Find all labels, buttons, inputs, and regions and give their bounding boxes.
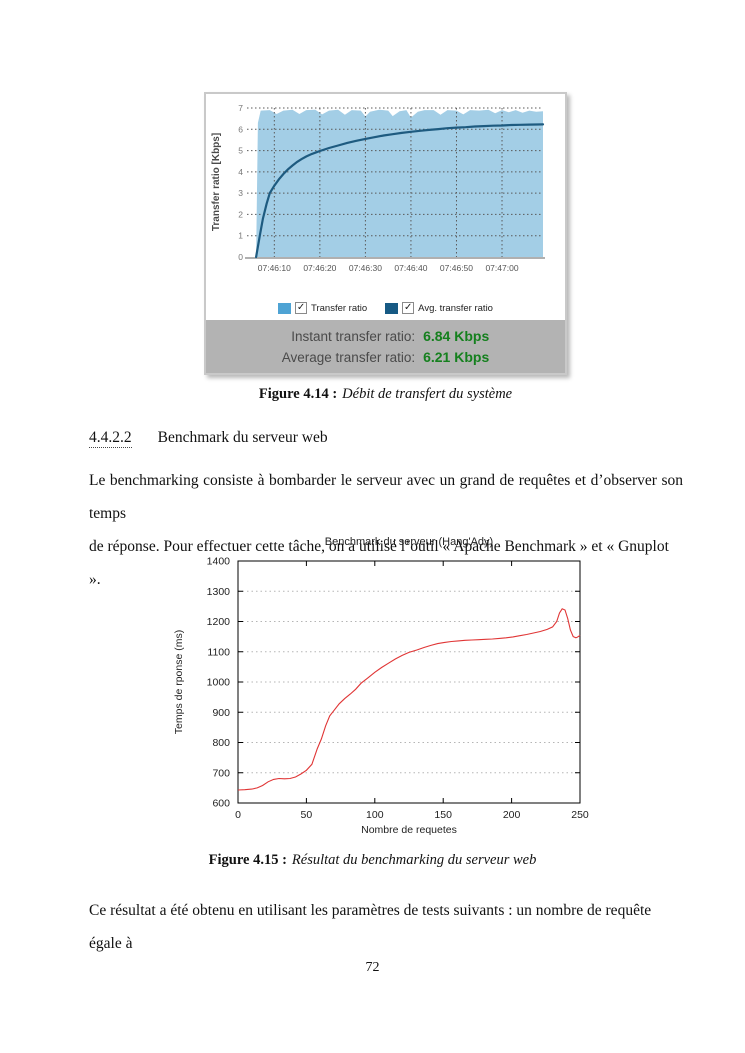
transfer-ratio-panel: 0 1 2 3 4 5 6 7 07:46:10 07:46:20 07:46:30 07:46:40… bbox=[204, 92, 567, 375]
svg-text:07:47:00: 07:47:00 bbox=[485, 263, 518, 273]
svg-text:Nombre de requetes: Nombre de requetes bbox=[361, 824, 457, 836]
svg-text:1400: 1400 bbox=[207, 556, 231, 568]
paragraph-benchmarking: Le benchmarking consiste à bombarder le … bbox=[89, 464, 683, 596]
transfer-readout-footer: Instant transfer ratio: 6.84 Kbps Averag… bbox=[206, 320, 565, 373]
svg-text:1: 1 bbox=[238, 231, 243, 241]
paragraph-line: Ce résultat a été obtenu en utilisant le… bbox=[89, 902, 652, 952]
svg-text:800: 800 bbox=[212, 737, 230, 749]
section-title: Benchmark du serveur web bbox=[157, 429, 328, 446]
average-transfer-label: Average transfer ratio: bbox=[281, 349, 416, 365]
paragraph-line: de réponse. Pour effectuer cette tâche, … bbox=[89, 538, 669, 588]
svg-text:Transfer ratio [Kbps]: Transfer ratio [Kbps] bbox=[211, 133, 222, 231]
svg-text:1100: 1100 bbox=[207, 646, 230, 658]
transfer-ratio-chart: 0 1 2 3 4 5 6 7 07:46:10 07:46:20 07:46:30 07:46:40… bbox=[211, 103, 545, 273]
svg-text:07:46:50: 07:46:50 bbox=[440, 263, 473, 273]
benchmark-gnuplot-chart: 600 700 800 900 1000 1100 1200 1300 1400 0 50 100 15… bbox=[173, 536, 589, 836]
svg-text:07:46:30: 07:46:30 bbox=[349, 263, 382, 273]
svg-text:700: 700 bbox=[212, 767, 230, 779]
svg-text:07:46:40: 07:46:40 bbox=[394, 263, 427, 273]
page-number: 72 bbox=[365, 960, 380, 975]
figure-415-text: Résultat du benchmarking du serveur web bbox=[291, 852, 537, 868]
instant-transfer-value: 6.84 Kbps bbox=[423, 327, 490, 344]
svg-text:1000: 1000 bbox=[207, 677, 231, 689]
svg-text:3: 3 bbox=[238, 188, 243, 198]
section-heading: 4.4.2.2 Benchmark du serveur web bbox=[89, 429, 328, 448]
avg-transfer-ratio-swatch bbox=[385, 302, 399, 314]
svg-text:2: 2 bbox=[238, 209, 243, 219]
figure-415-caption: Figure 4.15 : Résultat du benchmarking du… bbox=[0, 852, 745, 869]
svg-text:5: 5 bbox=[238, 146, 243, 156]
figure-414-text: Débit de transfert du système bbox=[342, 386, 513, 402]
average-transfer-value: 6.21 Kbps bbox=[423, 348, 490, 365]
legend-item-transfer-ratio: ✓ Transfer ratio bbox=[278, 302, 367, 314]
svg-text:900: 900 bbox=[212, 707, 230, 719]
svg-text:1200: 1200 bbox=[207, 616, 231, 628]
paragraph-result: Ce résultat a été obtenu en utilisant le… bbox=[89, 894, 683, 960]
svg-text:07:46:10: 07:46:10 bbox=[258, 263, 291, 273]
svg-text:200: 200 bbox=[503, 809, 521, 821]
svg-text:7: 7 bbox=[238, 103, 243, 113]
legend-item-avg-transfer-ratio: ✓ Avg. transfer ratio bbox=[385, 302, 493, 314]
section-number: 4.4.2.2 bbox=[89, 429, 132, 448]
transfer-ratio-checkbox-icon: ✓ bbox=[295, 302, 308, 314]
svg-text:Temps de rponse (ms): Temps de rponse (ms) bbox=[173, 630, 185, 734]
svg-text:4: 4 bbox=[238, 167, 243, 177]
svg-text:1300: 1300 bbox=[207, 586, 231, 598]
paragraph-line: Le benchmarking consiste à bombarder le … bbox=[89, 472, 683, 522]
svg-text:250: 250 bbox=[571, 809, 589, 821]
figure-414-caption: Figure 4.14 : Débit de transfert du systè… bbox=[26, 386, 745, 403]
svg-text:0: 0 bbox=[235, 809, 241, 821]
svg-text:600: 600 bbox=[212, 798, 230, 810]
avg-transfer-ratio-checkbox-icon: ✓ bbox=[402, 302, 415, 314]
svg-text:6: 6 bbox=[238, 124, 243, 134]
svg-text:0: 0 bbox=[238, 252, 243, 262]
figure-414-label: Figure 4.14 : bbox=[258, 386, 338, 402]
svg-text:Benchmark du serveur (Hang'Ady: Benchmark du serveur (Hang'Ady) bbox=[325, 536, 493, 548]
instant-transfer-label: Instant transfer ratio: bbox=[291, 328, 416, 344]
svg-text:50: 50 bbox=[301, 809, 313, 821]
svg-text:07:46:20: 07:46:20 bbox=[303, 263, 336, 273]
transfer-ratio-swatch bbox=[278, 302, 292, 314]
figure-415-label: Figure 4.15 : bbox=[208, 852, 287, 868]
svg-text:150: 150 bbox=[434, 809, 452, 821]
legend-label: Avg. transfer ratio bbox=[418, 302, 493, 314]
chart-legend: ✓ Transfer ratio ✓ Avg. transfer ratio bbox=[206, 296, 565, 320]
legend-label: Transfer ratio bbox=[311, 302, 368, 314]
svg-text:100: 100 bbox=[366, 809, 384, 821]
